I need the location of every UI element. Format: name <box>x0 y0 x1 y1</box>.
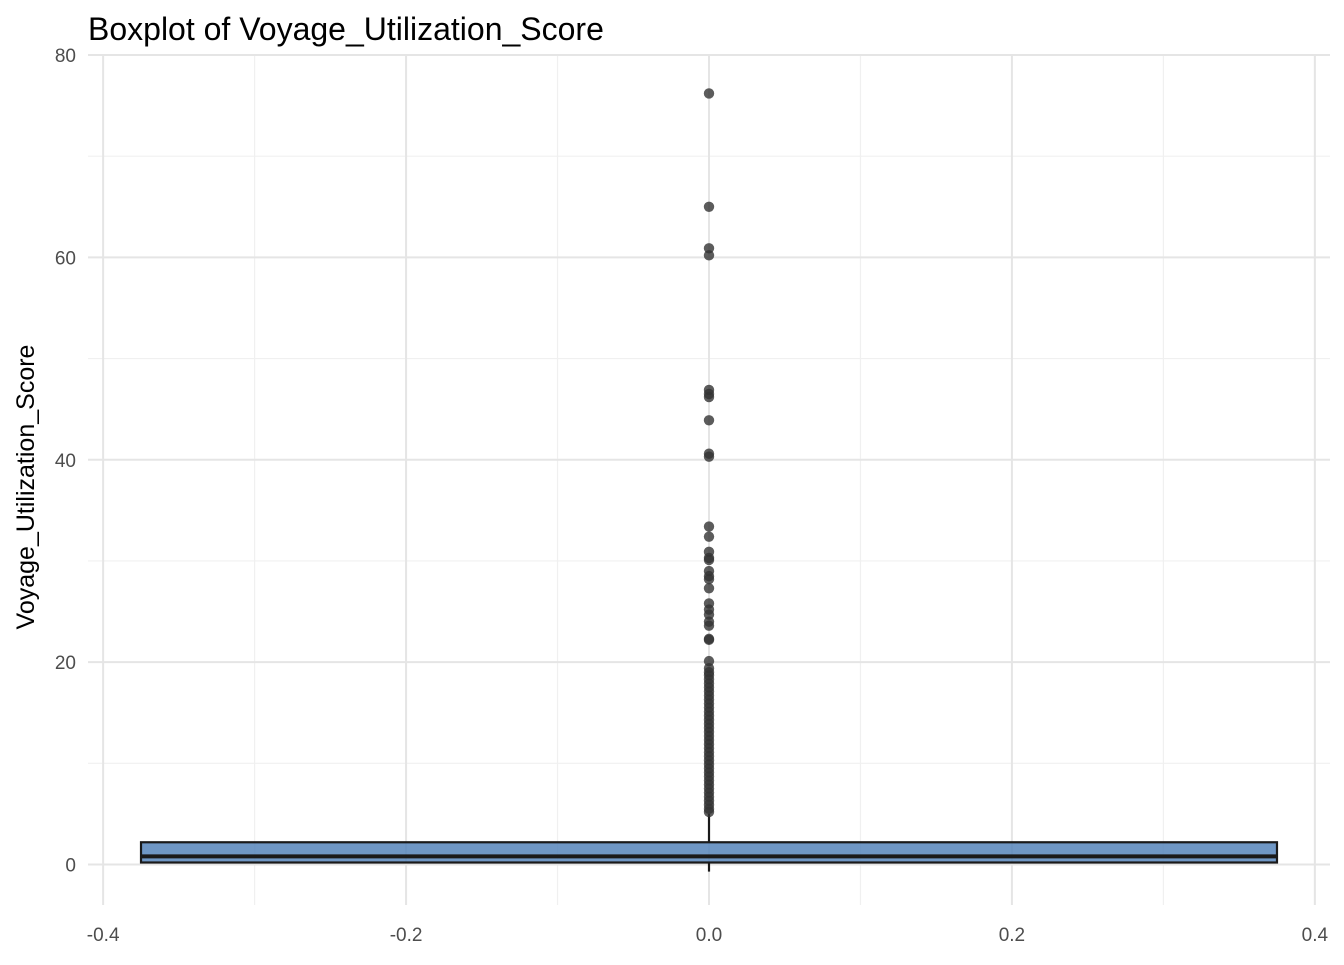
outlier-point <box>703 573 715 585</box>
y-tick-label: 60 <box>55 248 76 269</box>
outlier-point <box>703 250 715 261</box>
outlier-point <box>703 531 715 542</box>
outlier-point <box>703 554 715 566</box>
outlier-point <box>703 583 715 594</box>
y-axis-title: Voyage_Utilization_Score <box>12 345 40 630</box>
outlier-points <box>703 88 715 818</box>
outlier-point <box>703 806 715 818</box>
tick-labels: -0.4 -0.2 0.0 0.2 0.4 0 20 40 60 80 <box>55 46 1329 946</box>
outlier-point <box>703 415 715 426</box>
outlier-point <box>703 391 715 403</box>
y-tick-label: 40 <box>55 451 76 472</box>
y-tick-label: 20 <box>55 653 76 674</box>
outlier-point <box>703 88 715 99</box>
x-tick-label: 0.2 <box>999 925 1025 946</box>
chart-title: Boxplot of Voyage_Utilization_Score <box>88 11 604 47</box>
x-tick-label: 0.4 <box>1302 925 1329 946</box>
x-tick-label: 0.0 <box>696 925 722 946</box>
outlier-point <box>703 521 715 532</box>
x-tick-label: -0.2 <box>390 925 423 946</box>
outlier-point <box>703 451 715 462</box>
y-tick-label: 80 <box>55 46 76 67</box>
box-iqr <box>139 841 1279 864</box>
outlier-point <box>703 201 715 212</box>
box-group <box>139 813 1279 872</box>
y-tick-label: 0 <box>65 856 76 877</box>
x-tick-label: -0.4 <box>87 925 120 946</box>
outlier-point <box>703 620 715 631</box>
outlier-point <box>703 634 715 646</box>
